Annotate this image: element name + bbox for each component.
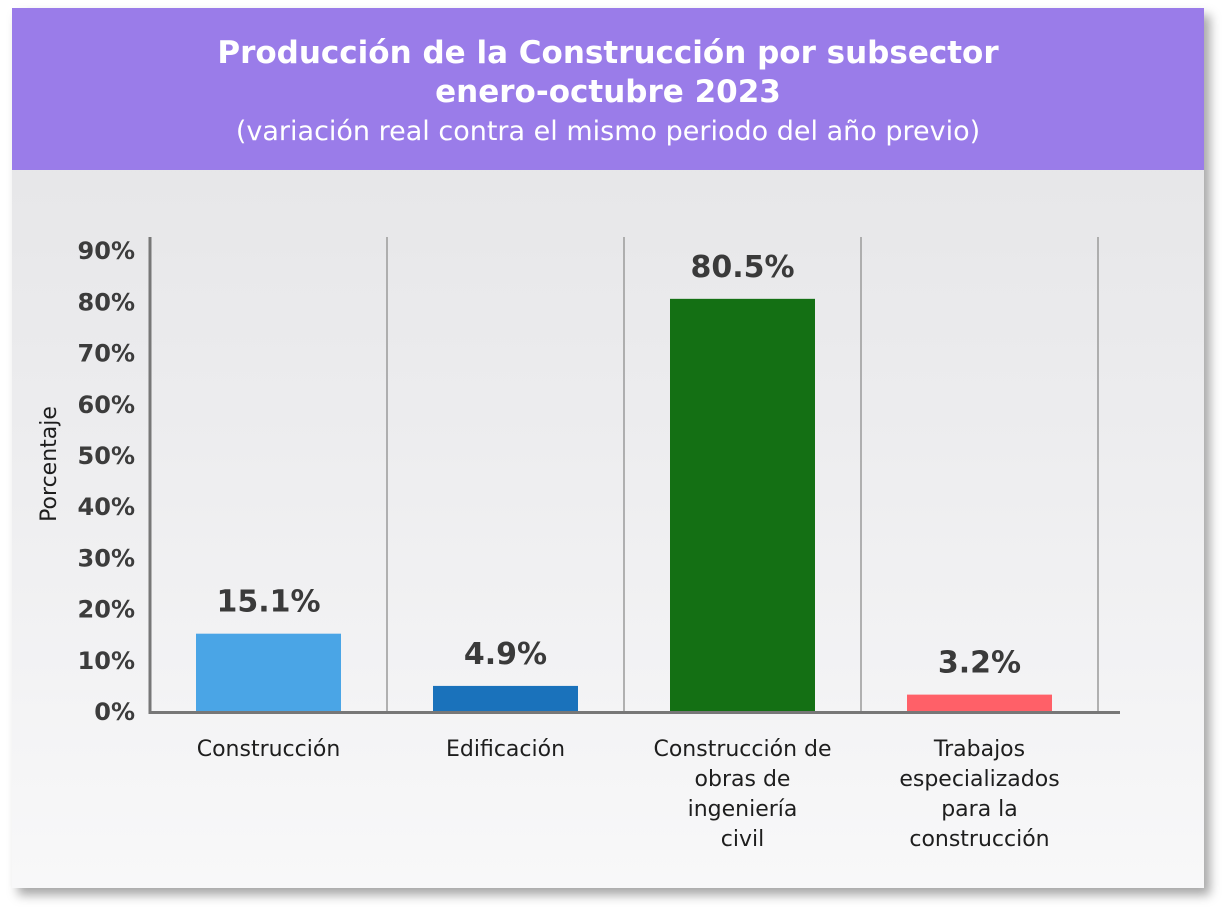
chart-header: Producción de la Construcción por subsec… — [12, 8, 1204, 170]
chart-subtitle: (variación real contra el mismo periodo … — [235, 116, 981, 147]
y-tick-label: 0% — [94, 698, 135, 726]
y-tick-label: 40% — [78, 493, 135, 521]
x-category-label: Edificación — [446, 737, 565, 762]
x-category-label: Trabajos — [933, 737, 1025, 762]
y-tick-label: 20% — [78, 596, 135, 624]
x-category-label: Construcción de — [653, 737, 831, 762]
bar — [907, 694, 1052, 711]
x-category-label: construcción — [909, 827, 1049, 852]
y-tick-label: 30% — [78, 544, 135, 572]
y-tick-label: 10% — [78, 647, 135, 675]
y-tick-label: 60% — [78, 391, 135, 419]
x-category-label: para la — [941, 797, 1018, 822]
y-tick-label: 80% — [78, 288, 135, 316]
bar — [433, 685, 578, 711]
y-tick-label: 50% — [78, 442, 135, 470]
data-label: 80.5% — [690, 250, 794, 285]
x-category-label: Construcción — [197, 737, 341, 762]
x-category-label: civil — [721, 827, 764, 852]
data-label: 4.9% — [464, 637, 547, 672]
bar — [196, 633, 341, 711]
y-tick-label: 90% — [78, 237, 135, 265]
bar-chart: 0% 10% 20% 30% 40% 50% 60% 70% 80% 90% Porcentaje 1… — [37, 237, 1120, 852]
chart-title-line2: enero-octubre 2023 — [435, 74, 781, 110]
data-label: 15.1% — [216, 585, 320, 620]
x-category-label: especializados — [899, 767, 1059, 792]
data-label: 3.2% — [938, 646, 1021, 681]
chart-card: Producción de la Construcción por subsec… — [12, 8, 1204, 888]
x-category-label: obras de — [695, 767, 791, 792]
chart-title-line1: Producción de la Construcción por subsec… — [217, 35, 999, 71]
x-category-label: ingeniería — [688, 797, 798, 822]
bar — [670, 298, 815, 711]
y-tick-label: 70% — [78, 340, 135, 368]
y-axis-title: Porcentaje — [37, 406, 62, 522]
